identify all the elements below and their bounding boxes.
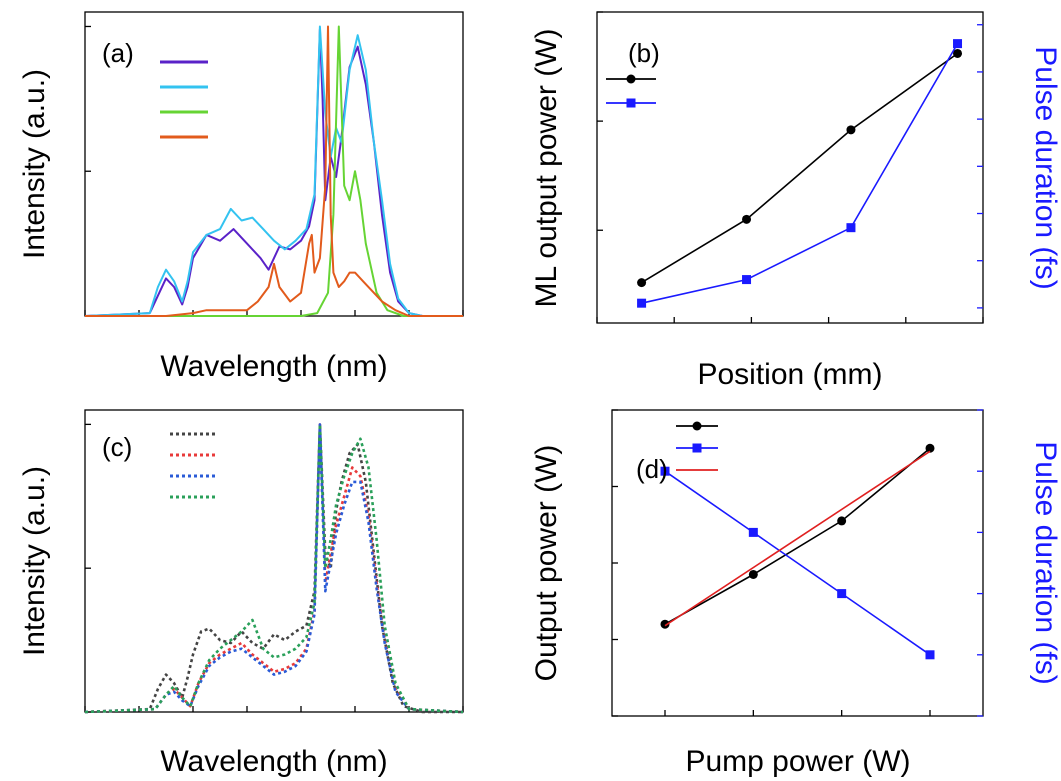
- panel-b: (b) ML output power (W) Pulse duration (…: [530, 11, 1061, 391]
- panel-d: (d) Output power (W) Pulse duration (fs)…: [530, 409, 1061, 778]
- panel-b-right-y-ticks: [977, 24, 983, 309]
- panel-b-series-line: [641, 52, 958, 284]
- panel-d-data-point: [925, 443, 935, 453]
- panel-a-y-axis-label: Intensity (a.u.): [18, 69, 51, 259]
- panel-d-series-line: [664, 450, 931, 627]
- panel-b-data-point: [953, 39, 963, 49]
- panel-d-series-line: [664, 447, 931, 625]
- panel-d-data-point: [837, 589, 847, 599]
- panel-d-legend-marker: [692, 443, 702, 453]
- panel-d-label: (d): [636, 454, 668, 484]
- panel-a-legend: [160, 60, 208, 139]
- panel-a-y-ticks: [85, 25, 91, 317]
- panel-d-data-point: [925, 650, 935, 660]
- panel-d-data-point: [748, 527, 758, 537]
- panel-a-frame: [84, 11, 464, 317]
- panel-a-series: [84, 25, 463, 317]
- panel-b-y-ticks: [597, 11, 603, 231]
- panel-c-frame: [84, 409, 464, 713]
- panel-d-right-y-axis-label: Pulse duration (fs): [1029, 441, 1061, 684]
- panel-b-data-point: [637, 278, 647, 288]
- panel-d-data-point: [660, 466, 670, 476]
- panel-c-x-axis-label: Wavelength (nm): [160, 745, 387, 778]
- panel-a-series-line: [85, 25, 463, 317]
- panel-d-y-axis-label: Output power (W): [530, 445, 563, 682]
- panel-d-right-y-ticks: [977, 409, 983, 717]
- panel-b-label: (b): [628, 38, 660, 68]
- panel-d-data-point: [660, 619, 670, 629]
- panel-d-series-line: [664, 470, 931, 656]
- panel-b-data-point: [846, 125, 856, 135]
- panel-b-frame: [596, 11, 984, 324]
- panel-b-data-point: [953, 48, 963, 58]
- panel-c: (c) Intensity (a.u.) Wavelength (nm): [18, 409, 464, 778]
- panel-b-legend: [606, 74, 656, 108]
- panel-b-x-axis-label: Position (mm): [697, 358, 882, 391]
- panel-a-label: (a): [102, 38, 134, 68]
- panel-d-x-axis-label: Pump power (W): [685, 745, 910, 778]
- panel-b-x-ticks: [596, 317, 984, 323]
- panel-a-series-line: [85, 25, 463, 317]
- panel-d-legend-marker: [692, 421, 702, 431]
- panel-c-series-line: [84, 423, 463, 714]
- panel-d-data-point: [748, 569, 758, 579]
- panel-b-right-y-axis-label: Pulse duration (fs): [1029, 46, 1061, 289]
- panel-c-y-axis-label: Intensity (a.u.): [18, 466, 51, 656]
- panel-c-series-line: [84, 423, 464, 714]
- panel-b-legend-marker: [626, 98, 636, 108]
- panel-b-legend-marker: [626, 74, 636, 84]
- panel-a-series-line: [84, 28, 463, 317]
- panel-c-series: [84, 423, 464, 714]
- panel-b-data-point: [742, 275, 752, 285]
- panel-c-series-line: [84, 423, 464, 714]
- panel-c-label: (c): [102, 432, 132, 462]
- panel-d-legend: [676, 421, 718, 471]
- panel-b-y-axis-label: ML output power (W): [530, 29, 563, 308]
- panel-b-series: [637, 39, 963, 308]
- panel-c-series-line: [84, 423, 464, 714]
- panel-b-data-point: [742, 214, 752, 224]
- panel-d-x-ticks: [664, 710, 931, 716]
- panel-d-data-point: [837, 516, 847, 526]
- panel-b-series-line: [641, 43, 959, 304]
- panel-a-series-line: [84, 25, 463, 317]
- panel-c-y-ticks: [85, 423, 91, 713]
- panel-c-legend: [170, 432, 215, 499]
- panel-a: (a) Intensity (a.u.) Wavelength (nm): [18, 11, 464, 383]
- panel-a-x-axis-label: Wavelength (nm): [160, 350, 387, 383]
- panel-d-series: [660, 443, 935, 660]
- panel-b-data-point: [637, 298, 647, 308]
- panel-d-y-ticks: [612, 409, 618, 717]
- panel-b-data-point: [846, 223, 856, 233]
